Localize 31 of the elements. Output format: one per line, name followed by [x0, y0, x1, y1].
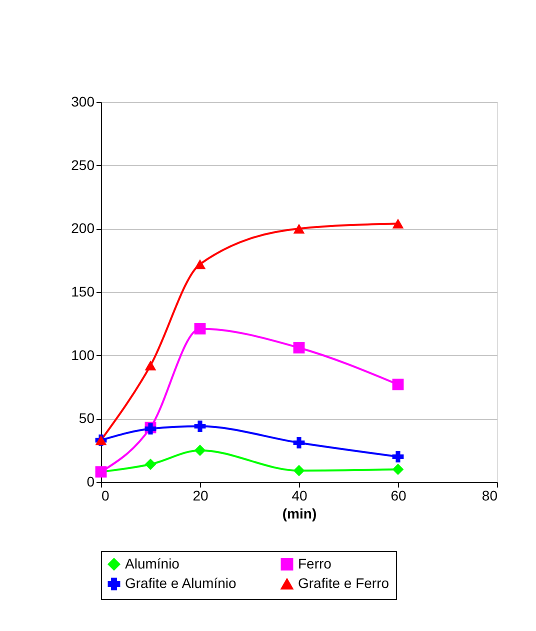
point: [194, 323, 206, 334]
point: [293, 224, 305, 234]
y-tick-label: 50: [78, 410, 95, 426]
legend-label: Ferro: [298, 555, 332, 572]
y-tick-label: 100: [71, 346, 95, 363]
point: [392, 218, 404, 229]
legend-label: Alumínio: [125, 555, 180, 572]
point: [144, 360, 156, 370]
legend-label: Grafite e Ferro: [298, 575, 390, 591]
x-tick-label: 0: [102, 488, 110, 504]
point: [392, 464, 404, 476]
point: [293, 464, 305, 476]
point: [194, 420, 206, 432]
y-tick-label: 250: [71, 156, 95, 173]
y-tick-label: 0: [86, 474, 95, 490]
y-tick-label: 300: [71, 94, 95, 110]
legend-label: Grafite e Alumínio: [125, 575, 236, 591]
point: [194, 444, 206, 456]
x-axis-title: (min): [282, 506, 317, 522]
point: [144, 458, 156, 470]
y-tick-label: 200: [71, 220, 95, 236]
point: [293, 437, 305, 448]
point: [392, 450, 404, 462]
x-tick-label: 20: [192, 488, 208, 504]
point: [392, 378, 404, 390]
point: [194, 259, 206, 270]
x-tick-label: 40: [292, 488, 308, 504]
x-tick-label: 80: [482, 488, 498, 504]
y-tick-label: 150: [71, 284, 95, 300]
point: [293, 342, 305, 354]
x-tick-label: 60: [390, 488, 406, 504]
